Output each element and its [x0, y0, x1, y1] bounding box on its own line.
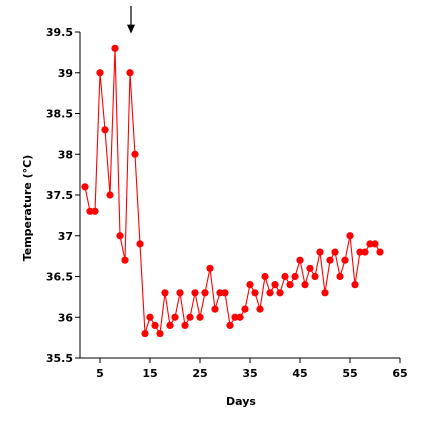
data-point	[271, 281, 279, 289]
axes: 35.5 36 36.5 37 37.5 38 38.5 39 39.5 5 15 25 35 45 55 6…	[46, 26, 408, 380]
data-point	[311, 272, 319, 281]
data-point	[136, 240, 144, 248]
data-point	[126, 69, 134, 77]
y-tick-label: 35.5	[46, 352, 73, 365]
data-point	[336, 272, 344, 281]
data-point	[206, 264, 214, 272]
x-tick-label: 35	[242, 367, 257, 380]
y-tick-label: 38.5	[46, 108, 73, 121]
data-point	[116, 232, 124, 240]
data-point	[341, 256, 349, 264]
series-line	[84, 48, 381, 336]
data-point	[366, 240, 374, 248]
data-point	[291, 272, 299, 281]
data-point	[326, 256, 334, 264]
data-point	[231, 313, 239, 321]
data-point	[201, 289, 209, 297]
data-point	[296, 256, 304, 264]
data-point	[351, 281, 359, 289]
data-point	[216, 289, 224, 297]
data-point	[371, 240, 379, 248]
y-tick-label: 36	[58, 311, 74, 324]
data-point	[186, 313, 194, 321]
series-layer	[81, 44, 384, 338]
data-point	[106, 191, 114, 199]
data-point	[376, 248, 384, 256]
data-point	[91, 207, 99, 215]
y-tick-label: 37	[58, 230, 73, 243]
data-point	[361, 248, 369, 256]
data-point	[286, 281, 294, 289]
data-point	[156, 329, 164, 338]
annotation-layer	[127, 5, 135, 34]
x-axis-title: Days	[226, 395, 256, 408]
data-point	[86, 207, 94, 215]
data-point	[161, 289, 169, 297]
x-tick-label: 45	[292, 367, 307, 380]
data-point	[181, 321, 189, 329]
data-point	[196, 313, 204, 321]
data-point	[331, 248, 339, 256]
x-tick-label: 55	[342, 367, 357, 380]
data-point	[81, 183, 89, 191]
data-point	[261, 272, 269, 281]
data-point	[111, 44, 119, 52]
data-point	[96, 69, 104, 77]
data-point	[171, 313, 179, 321]
x-tick-label: 25	[192, 367, 207, 380]
data-point	[221, 289, 229, 297]
data-point	[151, 321, 159, 329]
data-point	[241, 305, 249, 313]
data-point	[176, 289, 184, 297]
data-point	[246, 281, 254, 289]
x-tick-label: 5	[96, 367, 104, 380]
data-point	[281, 272, 289, 281]
data-point	[146, 313, 154, 321]
y-tick-label: 39.5	[46, 26, 73, 39]
data-point	[346, 232, 354, 240]
x-tick-label: 65	[392, 367, 407, 380]
data-point	[316, 248, 324, 256]
data-point	[266, 289, 274, 297]
y-tick-label: 39	[58, 67, 73, 80]
y-tick-label: 36.5	[46, 271, 73, 284]
data-point	[256, 305, 264, 313]
data-point	[191, 289, 199, 297]
data-point	[211, 305, 219, 313]
arrow-head-icon	[127, 24, 135, 34]
x-tick-label: 15	[142, 367, 157, 380]
data-point	[251, 289, 259, 297]
data-point	[356, 248, 364, 256]
data-point	[101, 126, 109, 134]
data-point	[131, 150, 139, 158]
data-point	[166, 321, 174, 329]
data-point	[276, 289, 284, 297]
y-tick-label: 37.5	[46, 189, 73, 202]
data-point	[226, 321, 234, 329]
data-point	[321, 289, 329, 297]
data-point	[236, 313, 244, 321]
data-point	[301, 281, 309, 289]
data-point	[306, 264, 314, 272]
y-axis-title: Temperature (°C)	[21, 155, 34, 262]
y-tick-label: 38	[58, 148, 73, 161]
data-point	[121, 256, 129, 264]
data-point	[141, 329, 149, 338]
